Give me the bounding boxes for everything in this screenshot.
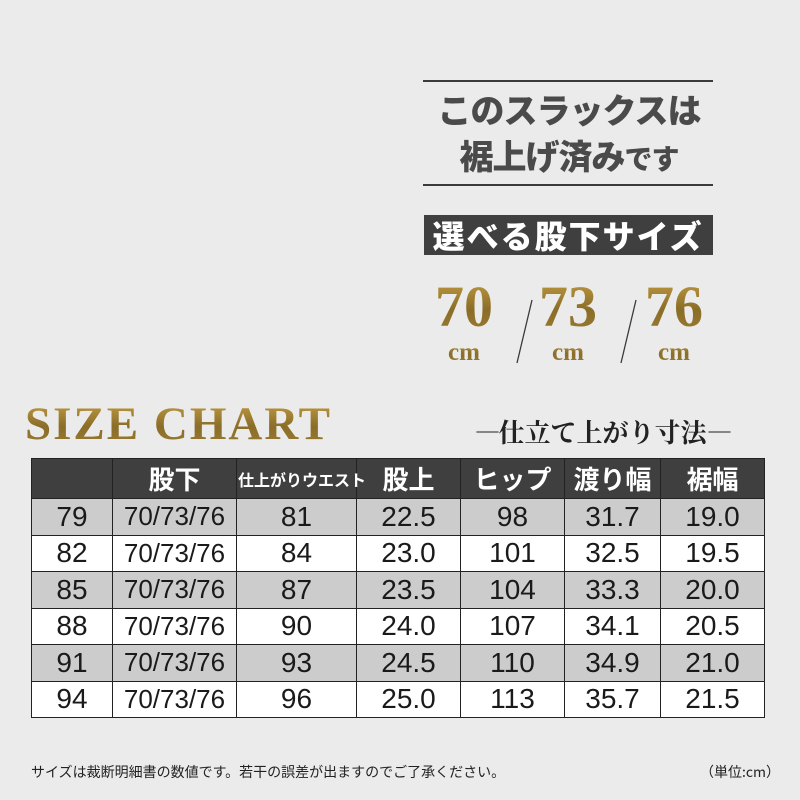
svg-text:cm: cm [448,339,480,366]
svg-text:cm: cm [552,339,584,366]
svg-text:SIZE CHART: SIZE CHART [25,402,332,450]
svg-text:cm: cm [658,339,690,366]
svg-text:70: 70 [435,274,493,339]
svg-text:76: 76 [645,274,703,339]
svg-text:73: 73 [539,274,597,339]
